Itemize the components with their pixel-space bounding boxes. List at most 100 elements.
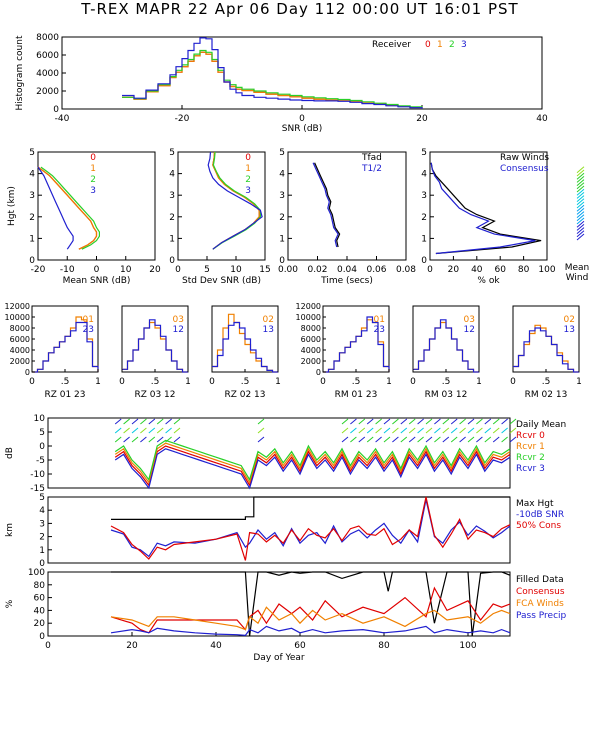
ratio-panel-x-tick-label: 0: [320, 377, 326, 387]
ratio-panel-pair-b: 12: [464, 325, 475, 335]
mean-wind-barb: [576, 227, 585, 234]
daily-mean-wind-barb: [114, 436, 122, 443]
daily-mean-wind-barb: [425, 418, 433, 425]
mean-wind-barb: [576, 166, 585, 174]
mean-snr-series-0: [37, 166, 98, 250]
heights-legend-item: -10dB SNR: [516, 510, 564, 520]
daily-mean-legend-item: Rcvr 0: [516, 431, 545, 441]
ratio-panel-y-tick-label: 10000: [5, 313, 30, 322]
daily-mean-y-tick-label: 10: [34, 414, 46, 424]
daily-mean-wind-barb: [509, 436, 517, 443]
ratio-panel-label: RM 02 13: [525, 390, 568, 400]
ratio-panel-x-tick-label: 0: [410, 377, 416, 387]
daily-mean-wind-barb: [350, 427, 357, 434]
daily-mean-wind-barb: [425, 427, 433, 434]
heights-y-tick-label: 1: [39, 546, 45, 556]
daily-mean-wind-barb: [140, 436, 147, 443]
ratio-panel-y-tick-label: 4000: [10, 346, 30, 355]
mean-snr-series-1: [37, 166, 98, 250]
histogram-series-3: [122, 37, 423, 109]
daily-mean-wind-barb: [123, 418, 130, 425]
daily-mean-wind-barb: [375, 436, 382, 443]
percent-ok-x-tick-label: 80: [518, 265, 530, 275]
mean-wind-barb: [576, 214, 585, 222]
daily-mean-wind-barb: [165, 427, 172, 434]
ratio-panel-y-tick-label: 12000: [5, 302, 30, 311]
daily-mean-wind-barb: [450, 436, 458, 443]
percent-ok-x-tick-label: 20: [448, 265, 460, 275]
daily-mean-wind-barb: [350, 418, 357, 425]
std-snr-y-tick-label: 2: [169, 213, 175, 223]
std-snr-legend-item: 0: [245, 153, 251, 163]
ratio-panel-x-tick-label: .5: [352, 377, 361, 387]
ratio-panel-pair-a: 03: [464, 315, 475, 325]
ratio-panel-x-tick-label: 0: [510, 377, 516, 387]
heights-legend-item: 50% Cons: [516, 521, 561, 531]
daily-mean-wind-barb: [358, 427, 366, 434]
time-y-tick-label: 2: [279, 213, 285, 223]
daily-mean-wind-barb: [467, 436, 475, 443]
daily-mean-wind-barb: [366, 418, 374, 425]
daily-mean-wind-barb: [165, 436, 172, 443]
ratio-panel-pair-b: 12: [173, 325, 184, 335]
time-series-Tfad: [314, 162, 341, 248]
daily-mean-wind-barb: [408, 436, 416, 443]
ratio-panel-x-tick-label: .5: [442, 377, 451, 387]
time-xlabel: Time (secs): [320, 276, 373, 286]
mean-wind-barb: [576, 169, 585, 177]
std-snr-frame: [177, 151, 266, 261]
time-frame: [287, 151, 407, 261]
percent-ok-y-tick-label: 4: [421, 170, 427, 180]
mean-wind-barb: [576, 195, 585, 202]
daily-mean-wind-barb: [123, 427, 130, 434]
daily-mean-wind-barb: [366, 427, 374, 434]
daily-mean-wind-barb: [484, 436, 492, 443]
daily-mean-wind-barb: [383, 418, 391, 425]
heights-series-0: [111, 496, 510, 521]
std-snr-y-tick-label: 1: [169, 234, 175, 244]
daily-mean-wind-barb: [123, 436, 130, 443]
ratio-panel-label: RM 01 23: [335, 390, 378, 400]
time-y-tick-label: 3: [279, 191, 285, 201]
daily-mean-wind-barb: [341, 418, 349, 425]
percentages-legend-item: Consensus: [516, 587, 565, 597]
percent-ok-y-tick-label: 0: [421, 256, 427, 266]
percentages-series-0: [111, 571, 511, 637]
mean-snr-legend-item: 0: [90, 153, 96, 163]
daily-mean-wind-barb: [459, 427, 466, 434]
daily-mean-wind-barb: [417, 427, 424, 434]
mean-snr-x-tick-label: 20: [149, 265, 161, 275]
daily-mean-y-tick-label: 0: [39, 442, 45, 452]
percent-ok-y-tick-label: 2: [421, 213, 427, 223]
std-snr-x-tick-label: 5: [204, 265, 210, 275]
mean-wind-barb: [576, 204, 585, 212]
daily-mean-wind-barb: [476, 436, 483, 443]
percentages-x-tick-label: 80: [378, 641, 390, 651]
daily-mean-ylabel: dB: [5, 447, 15, 459]
std-snr-legend-item: 3: [245, 186, 251, 196]
histogram-x-tick-label: 40: [536, 114, 548, 124]
daily-mean-y-tick-label: -15: [30, 484, 45, 494]
histogram-y-tick-label: 4000: [36, 69, 59, 79]
std-snr-y-tick-label: 0: [169, 256, 175, 266]
ratio-panel-y-tick-label: 12000: [296, 302, 321, 311]
ratio-panel-pair-a: 01: [374, 315, 385, 325]
percent-ok-frame: [429, 151, 548, 261]
daily-mean-frame: [47, 417, 511, 489]
daily-mean-wind-barb: [257, 418, 265, 425]
time-x-tick-label: 0.06: [366, 265, 386, 275]
ratio-panel-series-b: [513, 327, 579, 373]
daily-mean-wind-barb: [501, 436, 508, 443]
ratio-panel-x-tick-label: 0: [119, 377, 125, 387]
daily-mean-legend-item: Rcvr 3: [516, 464, 545, 474]
percent-ok-series-RawWinds: [430, 162, 542, 255]
std-snr-x-tick-label: 15: [259, 265, 270, 275]
daily-mean-wind-barb: [173, 418, 181, 425]
ratio-panel-pair-b: 23: [83, 325, 94, 335]
percent-ok-y-tick-label: 5: [421, 148, 427, 158]
ratio-panel-y-tick-label: 2000: [10, 357, 30, 366]
daily-mean-wind-barb: [442, 418, 450, 425]
daily-mean-wind-barb: [131, 427, 139, 434]
daily-mean-wind-barb: [257, 427, 265, 434]
histogram-x-tick-label: 20: [416, 114, 428, 124]
